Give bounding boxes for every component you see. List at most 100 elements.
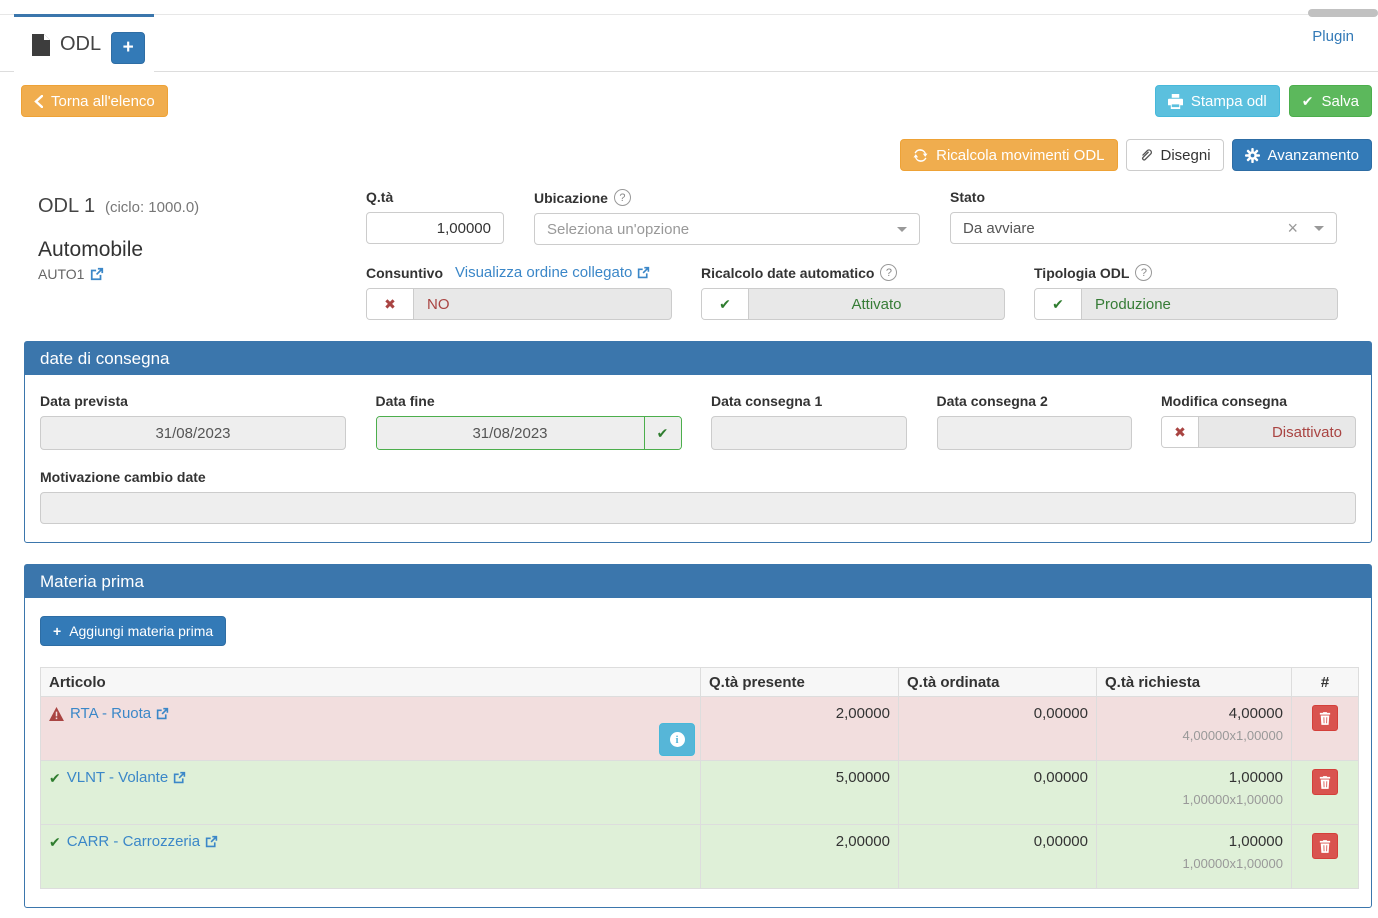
modifica-consegna-toggle[interactable]: ✖ Disattivato <box>1161 416 1356 448</box>
data-fine-input[interactable] <box>376 417 644 449</box>
delete-row-button[interactable] <box>1312 833 1338 859</box>
motivazione-label: Motivazione cambio date <box>40 469 206 485</box>
drawings-label: Disegni <box>1160 146 1211 164</box>
order-form: ODL 1 (ciclo: 1000.0) Automobile AUTO1 Q… <box>0 171 1378 320</box>
qty-ordered-cell: 0,00000 <box>898 824 1097 889</box>
data-consegna-1-input[interactable] <box>711 416 907 450</box>
save-button[interactable]: ✔ Salva <box>1288 85 1372 117</box>
field-data-fine: Data fine ✔ <box>375 393 682 450</box>
printer-icon <box>1167 93 1183 109</box>
info-button[interactable]: i <box>659 723 695 756</box>
add-odl-button[interactable]: + <box>111 31 146 64</box>
qty-requested-detail: 1,00000x1,00000 <box>1182 856 1283 871</box>
modifica-consegna-value: Disattivato <box>1271 423 1342 441</box>
status-select[interactable]: Da avviare × <box>950 212 1337 244</box>
progress-label: Avanzamento <box>1267 146 1359 164</box>
back-to-list-button[interactable]: Torna all'elenco <box>21 85 168 117</box>
add-materia-prima-label: Aggiungi materia prima <box>69 623 214 639</box>
order-title: ODL 1 <box>38 195 96 217</box>
qty-present-cell: 2,00000 <box>700 824 899 889</box>
print-odl-label: Stampa odl <box>1190 92 1267 110</box>
recalc-dates-label: Ricalcolo date automatico <box>701 264 875 281</box>
question-circle-icon: ? <box>613 189 631 206</box>
col-actions: # <box>1291 667 1359 697</box>
product-code-row: AUTO1 <box>38 266 366 282</box>
data-prevista-input[interactable] <box>40 416 346 450</box>
horizontal-scrollbar-thumb[interactable] <box>1308 9 1378 17</box>
drawings-button[interactable]: Disegni <box>1125 139 1224 171</box>
order-cycle: (ciclo: 1000.0) <box>104 199 200 216</box>
modifica-consegna-label: Modifica consegna <box>1161 393 1288 409</box>
data-fine-label: Data fine <box>375 393 435 409</box>
linked-order-link[interactable]: Visualizza ordine collegato <box>455 264 650 281</box>
dates-panel: date di consegna Data prevista Data fine… <box>24 341 1372 543</box>
delete-row-button[interactable] <box>1312 705 1338 731</box>
field-status: Stato Da avviare × <box>950 189 1337 245</box>
question-circle-icon: ? <box>1135 264 1153 281</box>
materia-prima-table: Articolo Q.tà presente Q.tà ordinata Q.t… <box>40 667 1359 889</box>
consuntivo-value: NO <box>427 295 450 313</box>
article-link[interactable]: CARR - Carrozzeria <box>67 833 218 850</box>
paperclip-icon <box>1141 148 1152 161</box>
progress-button[interactable]: Avanzamento <box>1231 139 1372 171</box>
table-row: ✔ CARR - Carrozzeria 2,00000 0,00000 1,0… <box>40 824 1359 889</box>
field-tipologia: Tipologia ODL ? ✔ Produzione <box>1034 264 1338 320</box>
data-prevista-label: Data prevista <box>40 393 128 409</box>
materia-prima-panel: Materia prima + Aggiungi materia prima A… <box>24 564 1372 908</box>
order-fields: Q.tà Ubicazione ? Seleziona un'opzione S… <box>366 189 1372 320</box>
chevron-left-icon <box>34 94 43 108</box>
toolbar-secondary: Ricalcola movimenti ODL Disegni Avanzame… <box>0 117 1378 171</box>
col-articolo: Articolo <box>40 667 701 697</box>
field-motivazione: Motivazione cambio date <box>40 469 1356 524</box>
recalc-dates-toggle[interactable]: ✔ Attivato <box>701 288 1005 320</box>
back-to-list-label: Torna all'elenco <box>51 92 155 110</box>
print-odl-button[interactable]: Stampa odl <box>1154 85 1280 117</box>
location-placeholder: Seleziona un'opzione <box>547 220 690 238</box>
plugin-link[interactable]: Plugin <box>1312 28 1354 45</box>
data-consegna-1-label: Data consegna 1 <box>711 393 823 409</box>
tab-odl-label: ODL <box>60 33 102 55</box>
tipologia-toggle[interactable]: ✔ Produzione <box>1034 288 1338 320</box>
toolbar-primary: Torna all'elenco Stampa odl ✔ Salva <box>0 72 1378 117</box>
qty-requested-detail: 1,00000x1,00000 <box>1182 792 1283 807</box>
col-qta-presente: Q.tà presente <box>700 667 899 697</box>
col-qta-richiesta: Q.tà richiesta <box>1096 667 1292 697</box>
tab-odl[interactable]: ODL + <box>14 14 154 72</box>
add-materia-prima-button[interactable]: + Aggiungi materia prima <box>40 616 227 646</box>
product-name: Automobile <box>38 238 144 261</box>
table-row: ✔ VLNT - Volante 5,00000 0,00000 1,00000… <box>40 760 1359 825</box>
consuntivo-toggle[interactable]: ✖ NO <box>366 288 672 320</box>
gear-icon <box>1244 147 1260 163</box>
recalc-movements-button[interactable]: Ricalcola movimenti ODL <box>900 139 1118 171</box>
article-link[interactable]: RTA - Ruota <box>70 705 169 722</box>
qty-requested-detail: 4,00000x1,00000 <box>1182 728 1283 743</box>
data-consegna-2-input[interactable] <box>936 416 1132 450</box>
tabbar-divider <box>0 71 1378 72</box>
article-link[interactable]: VLNT - Volante <box>67 769 186 786</box>
external-link-icon <box>174 771 186 784</box>
qty-input[interactable] <box>366 212 504 244</box>
field-consuntivo: Consuntivo Visualizza ordine collegato ✖… <box>366 264 672 320</box>
tab-bar: ODL + Plugin <box>0 0 1378 72</box>
cross-icon: ✖ <box>384 295 396 312</box>
warning-icon <box>49 706 64 721</box>
external-link-icon <box>638 266 650 279</box>
caret-down-icon <box>897 226 907 232</box>
delete-row-button[interactable] <box>1312 769 1338 795</box>
field-modifica-consegna: Modifica consegna ✖ Disattivato <box>1161 393 1356 450</box>
field-data-prevista: Data prevista <box>40 393 346 450</box>
qty-requested-cell: 1,00000 <box>1228 833 1283 850</box>
recalc-movements-label: Ricalcola movimenti ODL <box>936 146 1105 164</box>
qty-requested-cell: 1,00000 <box>1228 769 1283 786</box>
external-link-icon[interactable] <box>90 267 104 281</box>
field-qty: Q.tà <box>366 189 504 245</box>
table-row: RTA - Ruota i 2,00000 0,00000 4,00000 4,… <box>40 696 1359 761</box>
qty-ordered-cell: 0,00000 <box>898 696 1097 761</box>
location-select[interactable]: Seleziona un'opzione <box>534 213 920 245</box>
clear-icon[interactable]: × <box>1287 218 1298 238</box>
top-divider <box>0 14 1378 15</box>
external-link-icon <box>205 835 218 848</box>
status-value: Da avviare <box>963 219 1035 237</box>
cross-icon: ✖ <box>1174 423 1186 440</box>
motivazione-input[interactable] <box>40 492 1356 524</box>
